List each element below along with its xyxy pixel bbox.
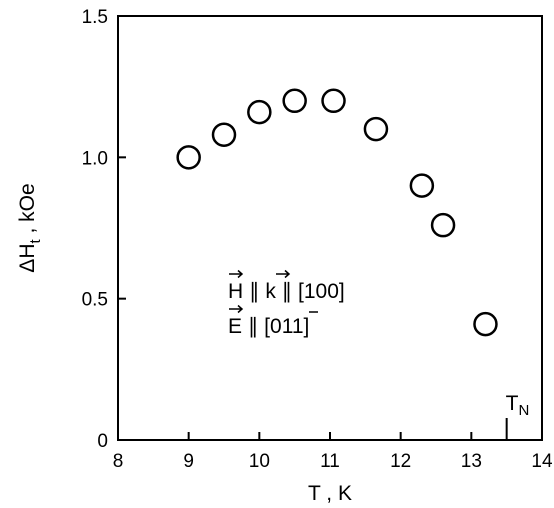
vector-k: k <box>265 280 276 303</box>
vector-arrow-k <box>276 269 291 279</box>
vector-arrow-h <box>229 269 244 279</box>
y-axis-label: ΔHt , kOe <box>16 183 44 272</box>
x-tick-label: 14 <box>531 451 553 472</box>
data-point <box>363 116 389 142</box>
data-point <box>473 311 498 337</box>
tn-label: TN <box>506 392 530 419</box>
data-series <box>176 88 498 337</box>
plot-frame <box>117 15 543 441</box>
y-tick-label: 0 <box>97 431 108 452</box>
x-axis-label: T , K <box>308 482 352 505</box>
data-point <box>247 99 272 125</box>
x-tick-label: 12 <box>390 451 411 472</box>
overbar-digit: 1 <box>282 315 293 338</box>
svg-text:H ∥ k ∥ [100]: H ∥ k ∥ [100] <box>228 280 345 303</box>
x-tick-label: 9 <box>183 451 194 472</box>
x-tick-label: 11 <box>320 451 340 472</box>
data-point <box>282 88 307 114</box>
annotation-electric-field: E ∥ [011] <box>228 304 318 338</box>
y-tick-label: 0.5 <box>82 290 108 311</box>
data-point <box>430 212 456 238</box>
y-axis-ticks: 0 0.5 1.0 1.5 <box>82 7 126 452</box>
x-tick-label: 10 <box>249 451 270 472</box>
vector-e: E <box>228 315 242 338</box>
x-tick-label: 8 <box>113 451 124 472</box>
x-axis-ticks: 8 9 10 11 12 13 14 <box>113 432 553 472</box>
y-tick-label: 1.5 <box>82 7 108 28</box>
y-tick-label: 1.0 <box>82 148 108 169</box>
vector-arrow-e <box>229 304 244 314</box>
neel-temperature-marker: TN <box>505 392 530 440</box>
data-point <box>409 173 435 198</box>
x-tick-label: 13 <box>461 451 482 472</box>
annotation-field-orientation: H ∥ k ∥ [100] <box>228 269 345 303</box>
vector-h: H <box>228 280 243 303</box>
data-point <box>176 145 201 170</box>
data-point <box>321 88 346 114</box>
svg-text:E ∥ [011]: E ∥ [011] <box>228 315 309 338</box>
data-point <box>211 122 237 147</box>
